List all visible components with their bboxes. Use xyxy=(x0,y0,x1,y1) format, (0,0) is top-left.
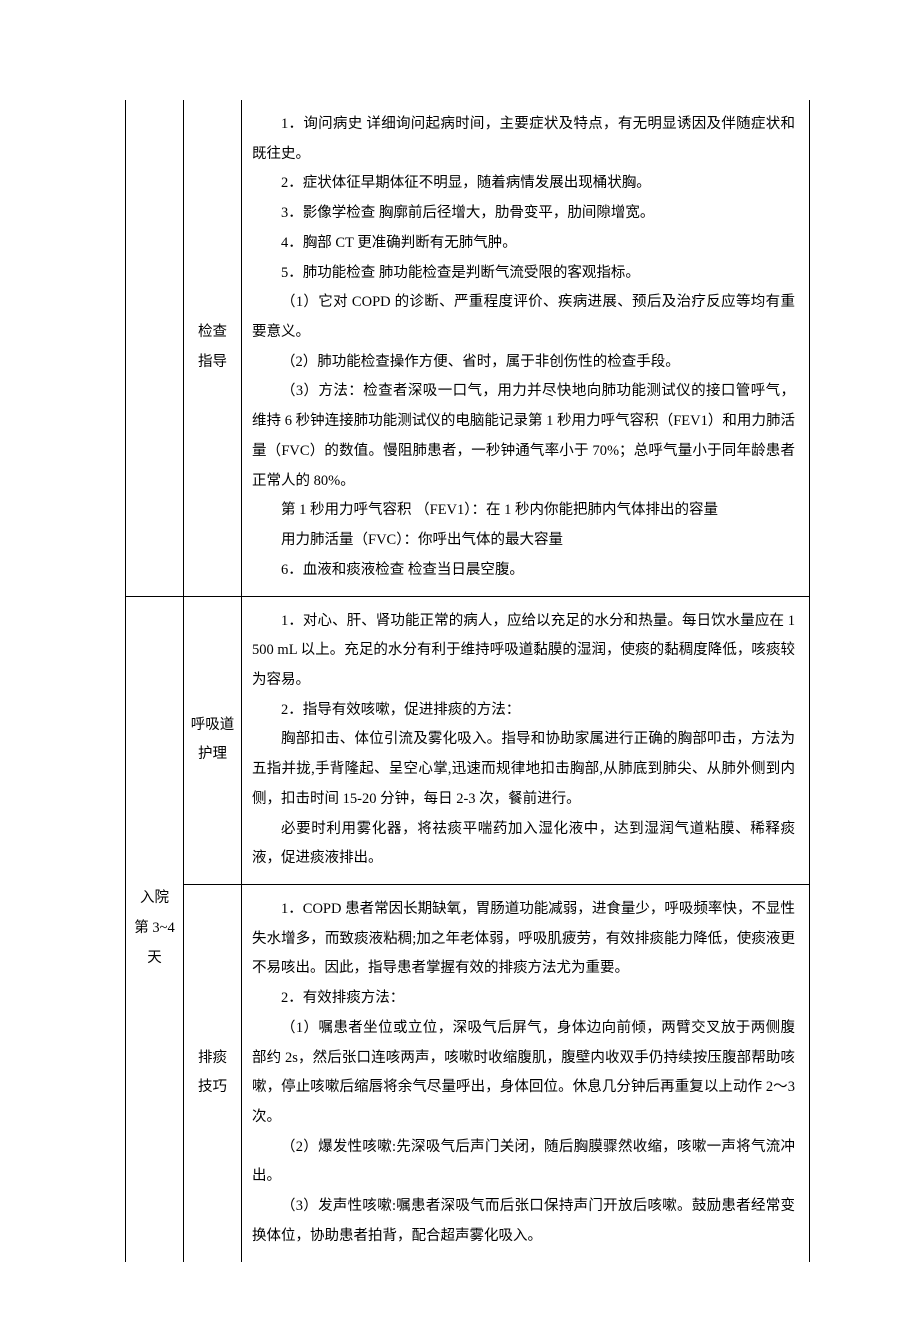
category-respiratory-care: 呼吸道 护理 xyxy=(184,596,242,884)
content-para: （1）嘱患者坐位或立位，深吸气后屏气，身体边向前倾，两臂交叉放于两侧腹部约 2s… xyxy=(252,1014,795,1133)
phase-label-line1: 入院 xyxy=(128,884,181,914)
phase-cell-day3-4: 入院 第 3~4 天 xyxy=(126,596,184,1262)
content-exam-guidance: 1．询问病史 详细询问起病时间，主要症状及特点，有无明显诱因及伴随症状和既往史。… xyxy=(242,100,810,596)
content-para: （3）方法：检查者深吸一口气，用力并尽快地向肺功能测试仪的接口管呼气，维持 6 … xyxy=(252,377,795,496)
content-para: 2．症状体征早期体征不明显，随着病情发展出现桶状胸。 xyxy=(252,169,795,199)
content-para: 必要时利用雾化器，将祛痰平喘药加入湿化液中，达到湿润气道粘膜、稀释痰液，促进痰液… xyxy=(252,815,795,874)
content-para: 用力肺活量（FVC）：你呼出气体的最大容量 xyxy=(252,526,795,556)
category-label-line2: 技巧 xyxy=(186,1073,239,1103)
content-para: 6．血液和痰液检查 检查当日晨空腹。 xyxy=(252,556,795,586)
content-para: 1．COPD 患者常因长期缺氧，胃肠道功能减弱，进食量少，呼吸频率快，不显性失水… xyxy=(252,895,795,984)
phase-label-line3: 天 xyxy=(128,944,181,974)
content-para: 2．有效排痰方法： xyxy=(252,984,795,1014)
phase-cell-empty xyxy=(126,100,184,596)
category-sputum-technique: 排痰 技巧 xyxy=(184,884,242,1261)
content-para: 2．指导有效咳嗽，促进排痰的方法： xyxy=(252,696,795,726)
row-respiratory-care: 入院 第 3~4 天 呼吸道 护理 1．对心、肝、肾功能正常的病人，应给以充足的… xyxy=(126,596,810,884)
content-para: 5．肺功能检查 肺功能检查是判断气流受限的客观指标。 xyxy=(252,259,795,289)
row-sputum-technique: 排痰 技巧 1．COPD 患者常因长期缺氧，胃肠道功能减弱，进食量少，呼吸频率快… xyxy=(126,884,810,1261)
content-para: 4．胸部 CT 更准确判断有无肺气肿。 xyxy=(252,229,795,259)
content-respiratory-care: 1．对心、肝、肾功能正常的病人，应给以充足的水分和热量。每日饮水量应在 1 50… xyxy=(242,596,810,884)
phase-label-line2: 第 3~4 xyxy=(128,914,181,944)
content-para: （2）爆发性咳嗽:先深吸气后声门关闭，随后胸膜骤然收缩，咳嗽一声将气流冲出。 xyxy=(252,1133,795,1192)
content-para: （1）它对 COPD 的诊断、严重程度评价、疾病进展、预后及治疗反应等均有重要意… xyxy=(252,288,795,347)
category-label-line1: 排痰 xyxy=(186,1044,239,1074)
care-plan-table: 检查 指导 1．询问病史 详细询问起病时间，主要症状及特点，有无明显诱因及伴随症… xyxy=(125,100,810,1262)
row-exam-guidance: 检查 指导 1．询问病史 详细询问起病时间，主要症状及特点，有无明显诱因及伴随症… xyxy=(126,100,810,596)
content-para: 1．询问病史 详细询问起病时间，主要症状及特点，有无明显诱因及伴随症状和既往史。 xyxy=(252,110,795,169)
category-label-line1: 检查 xyxy=(186,318,239,348)
category-label-line1: 呼吸道 xyxy=(186,711,239,741)
category-label-line2: 护理 xyxy=(186,740,239,770)
content-sputum-technique: 1．COPD 患者常因长期缺氧，胃肠道功能减弱，进食量少，呼吸频率快，不显性失水… xyxy=(242,884,810,1261)
content-para: 胸部扣击、体位引流及雾化吸入。指导和协助家属进行正确的胸部叩击，方法为五指并拢,… xyxy=(252,725,795,814)
content-para: （2）肺功能检查操作方便、省时，属于非创伤性的检查手段。 xyxy=(252,348,795,378)
content-para: （3）发声性咳嗽:嘱患者深吸气而后张口保持声门开放后咳嗽。鼓励患者经常变换体位，… xyxy=(252,1192,795,1251)
category-label-line2: 指导 xyxy=(186,348,239,378)
content-para: 3．影像学检查 胸廓前后径增大，肋骨变平，肋间隙增宽。 xyxy=(252,199,795,229)
content-para: 第 1 秒用力呼气容积 （FEV1）：在 1 秒内你能把肺内气体排出的容量 xyxy=(252,496,795,526)
content-para: 1．对心、肝、肾功能正常的病人，应给以充足的水分和热量。每日饮水量应在 1 50… xyxy=(252,607,795,696)
category-exam-guidance: 检查 指导 xyxy=(184,100,242,596)
